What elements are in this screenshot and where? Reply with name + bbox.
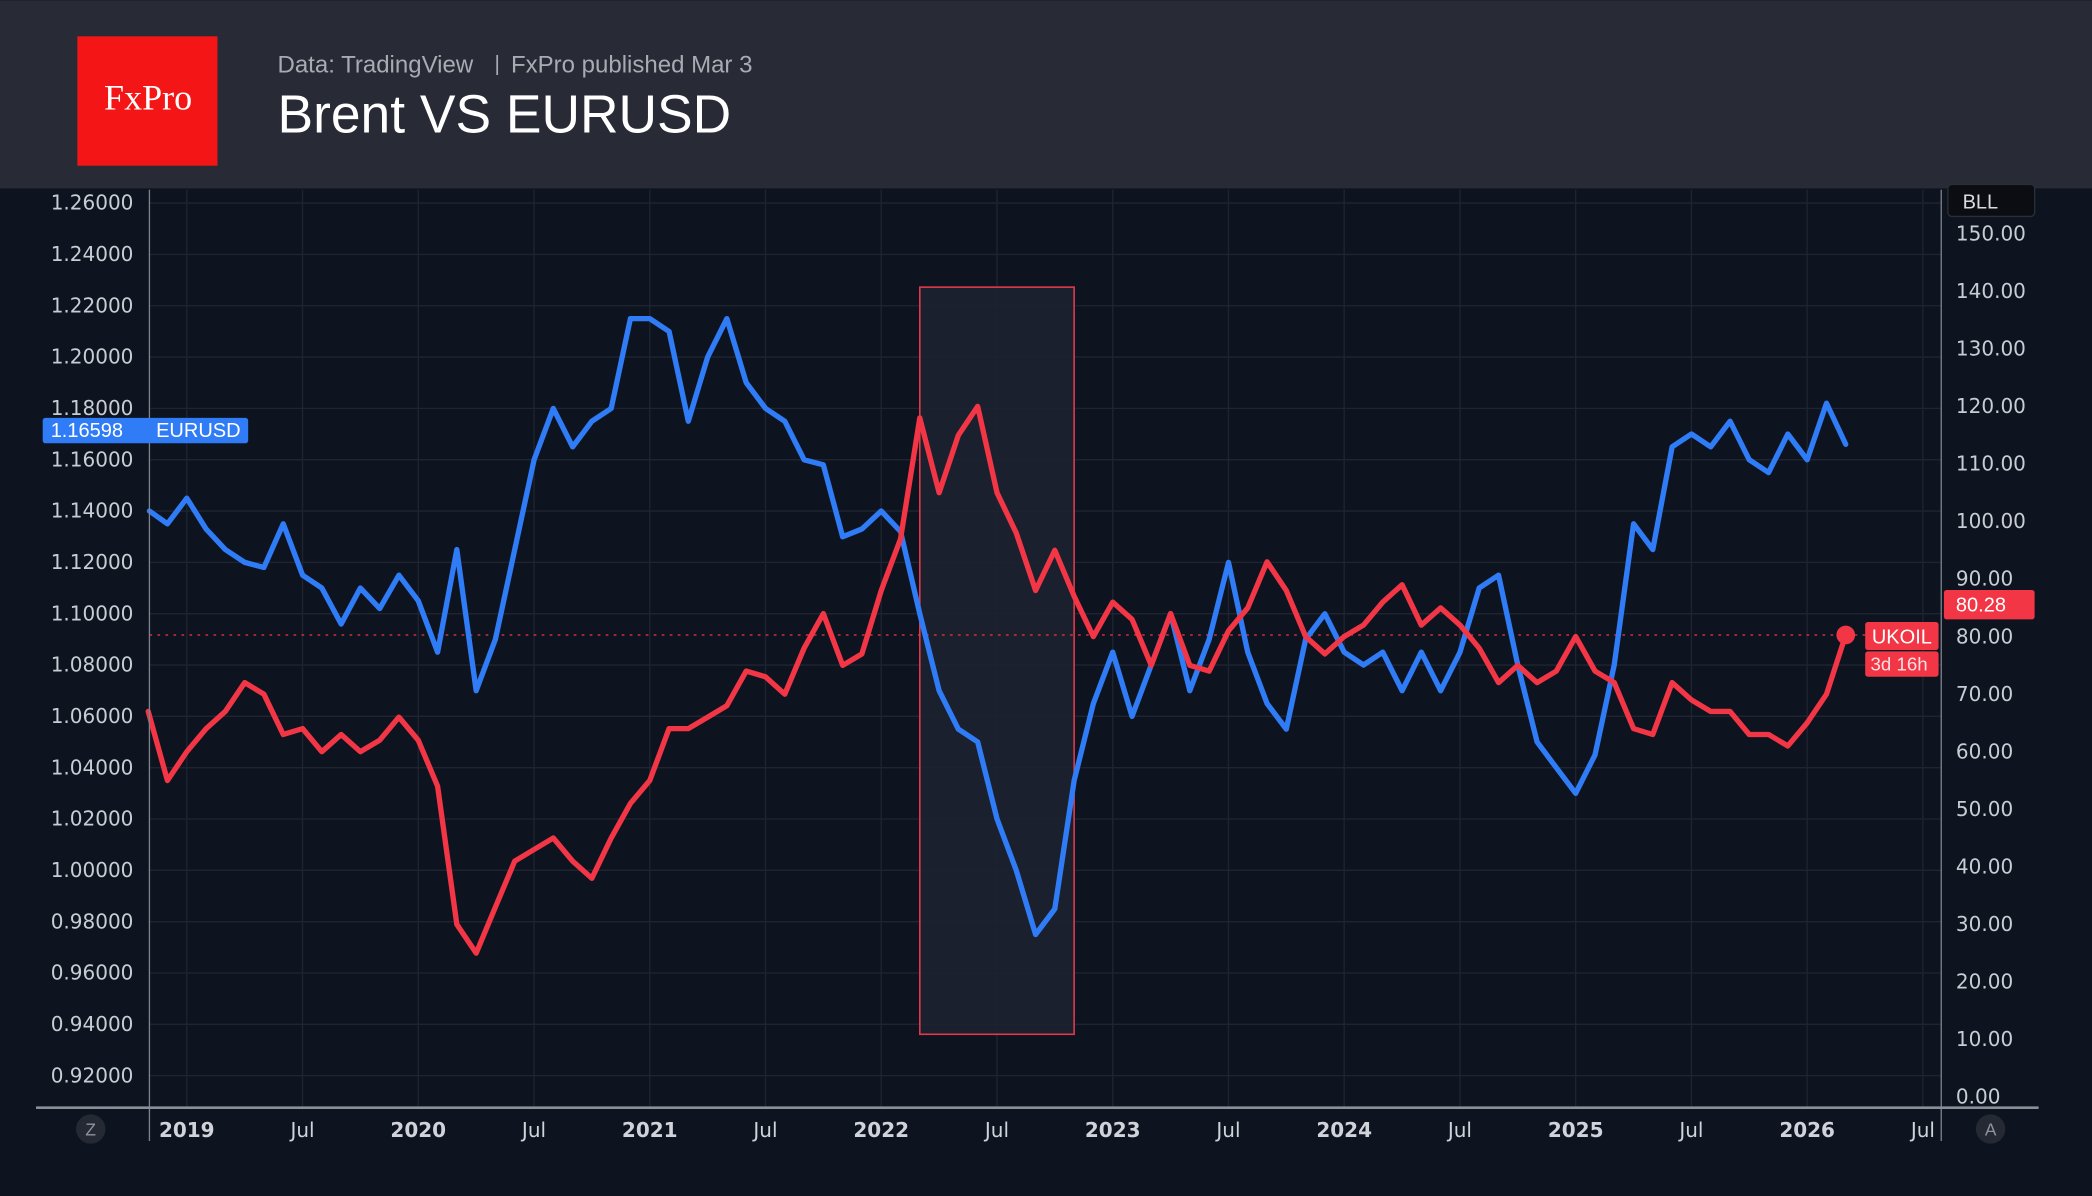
- x-tick-label: Jul: [288, 1118, 314, 1142]
- x-tick-label: 2025: [1548, 1118, 1604, 1142]
- left-tick-label: 1.22000: [51, 293, 134, 317]
- x-tick-label: 2026: [1779, 1118, 1835, 1142]
- a-button-label: A: [1985, 1120, 1997, 1140]
- x-tick-label: Jul: [751, 1118, 777, 1142]
- right-tick-label: 50.00: [1956, 797, 2013, 821]
- series-lines: [145, 315, 1866, 956]
- eurusd-series-name: EURUSD: [156, 420, 240, 442]
- published-date: FxPro published Mar 3: [511, 51, 752, 78]
- left-tick-label: 1.06000: [51, 704, 134, 728]
- right-tick-label: 40.00: [1956, 854, 2013, 878]
- x-tick-label: Jul: [520, 1118, 546, 1142]
- fxpro-logo: [77, 36, 218, 166]
- left-tick-label: 1.20000: [51, 345, 134, 369]
- data-source: Data: TradingView: [278, 51, 474, 78]
- left-tick-label: 1.02000: [51, 807, 134, 831]
- highlight-box: [919, 286, 1075, 1036]
- z-button-label: Z: [85, 1120, 96, 1140]
- ukoil-price-box: [1943, 589, 2035, 620]
- right-tick-label: 20.00: [1956, 970, 2013, 994]
- left-tick-label: 1.00000: [51, 858, 134, 882]
- left-tick-label: 0.96000: [51, 961, 134, 985]
- auto-scale-button[interactable]: A: [1975, 1114, 2006, 1144]
- ukoil-price-label: UKOIL 3d 16h 80.28: [1865, 589, 2035, 677]
- unit-badge-box[interactable]: [1947, 183, 2036, 218]
- left-tick-label: 1.04000: [51, 755, 134, 779]
- left-axis-ticks: 1.26000 1.24000 1.22000 1.20000 1.18000 1.160…: [51, 191, 134, 1088]
- right-axis-ticks: 150.00 140.00 130.00 120.00 110.00 100.00 90.0…: [1956, 221, 2026, 1108]
- left-tick-label: 1.18000: [51, 396, 134, 420]
- left-tick-label: 0.92000: [51, 1063, 134, 1087]
- ukoil-countdown: 3d 16h: [1871, 654, 1928, 675]
- ukoil-series-name: UKOIL: [1872, 626, 1932, 648]
- x-axis-ticks: 2019 Jul 2020 Jul 2021 Jul 2022 Jul 2023 Jul 2024 J…: [159, 1118, 1935, 1142]
- right-tick-label: 150.00: [1956, 221, 2026, 245]
- right-tick-label: 120.00: [1956, 394, 2026, 418]
- right-tick-label: 10.00: [1956, 1027, 2013, 1051]
- ukoil-line: [145, 403, 1849, 956]
- left-tick-label: 1.14000: [51, 499, 134, 523]
- x-tick-label: 2019: [159, 1118, 215, 1142]
- eurusd-label-box: [42, 417, 249, 444]
- right-tick-label: 110.00: [1956, 452, 2026, 476]
- left-tick-label: 1.08000: [51, 653, 134, 677]
- x-tick-label: Jul: [983, 1118, 1009, 1142]
- left-axis-button[interactable]: Z: [76, 1114, 106, 1144]
- right-tick-label: 90.00: [1956, 567, 2013, 591]
- page-title: Brent VS EURUSD: [278, 85, 732, 144]
- unit-badge[interactable]: BLL: [1947, 183, 2036, 218]
- right-tick-label: 30.00: [1956, 912, 2013, 936]
- ukoil-countdown-box: [1865, 651, 1939, 677]
- logo-text: FxPro: [104, 78, 192, 118]
- left-tick-label: 0.98000: [51, 909, 134, 933]
- x-tick-label: 2021: [622, 1118, 678, 1142]
- right-tick-label: 140.00: [1956, 279, 2026, 303]
- x-tick-label: Jul: [1677, 1118, 1703, 1142]
- left-tick-label: 1.16000: [51, 447, 134, 471]
- z-button-bg[interactable]: [76, 1114, 106, 1144]
- x-tick-label: 2020: [390, 1118, 446, 1142]
- header: FxPro Data: TradingView FxPro published …: [0, 0, 2092, 189]
- eurusd-last-value: 1.16598: [51, 420, 123, 442]
- separator: [496, 54, 499, 75]
- x-tick-label: 2022: [853, 1118, 909, 1142]
- right-tick-label: 0.00: [1956, 1085, 2001, 1109]
- a-button-bg[interactable]: [1975, 1114, 2006, 1144]
- right-tick-label: 60.00: [1956, 739, 2013, 763]
- right-tick-label: 100.00: [1956, 509, 2026, 533]
- x-tick-label: Jul: [1446, 1118, 1472, 1142]
- unit-badge-text: BLL: [1963, 191, 1999, 213]
- x-tick-label: Jul: [1214, 1118, 1240, 1142]
- x-tick-label: Jul: [1909, 1118, 1935, 1142]
- right-tick-label: 80.00: [1956, 624, 2013, 648]
- left-tick-label: 1.24000: [51, 242, 134, 266]
- left-tick-label: 1.26000: [51, 191, 134, 215]
- x-tick-label: 2023: [1085, 1118, 1141, 1142]
- eurusd-line: [146, 315, 1849, 938]
- left-tick-label: 0.94000: [51, 1012, 134, 1036]
- ukoil-last-marker: [1836, 625, 1856, 645]
- ukoil-last-value: 80.28: [1956, 594, 2006, 616]
- left-tick-label: 1.12000: [51, 550, 134, 574]
- right-tick-label: 130.00: [1956, 337, 2026, 361]
- left-tick-label: 1.10000: [51, 601, 134, 625]
- eurusd-price-label: 1.16598 EURUSD: [42, 417, 249, 444]
- x-tick-label: 2024: [1316, 1118, 1372, 1142]
- header-background: [0, 0, 2092, 189]
- ukoil-name-box: [1865, 622, 1939, 651]
- right-tick-label: 70.00: [1956, 682, 2013, 706]
